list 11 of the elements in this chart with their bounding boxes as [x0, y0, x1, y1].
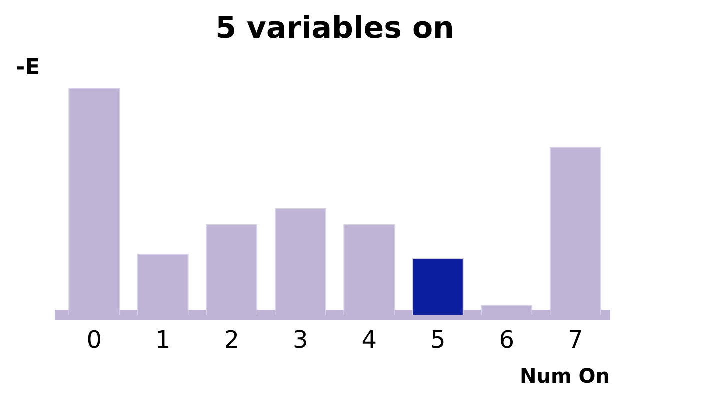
x-tick-label: 1	[155, 326, 171, 354]
x-tick-label: 3	[292, 326, 308, 354]
x-tick-label: 7	[568, 326, 584, 354]
x-tick-label: 4	[362, 326, 378, 354]
x-tick-label: 6	[499, 326, 515, 354]
x-tick-label: 5	[430, 326, 446, 354]
x-tick-label: 0	[86, 326, 102, 354]
y-axis-title: -E	[16, 56, 40, 81]
x-axis-title: Num On	[520, 364, 610, 388]
chart-title: 5 variables on	[216, 10, 454, 46]
x-tick-label: 2	[224, 326, 240, 354]
